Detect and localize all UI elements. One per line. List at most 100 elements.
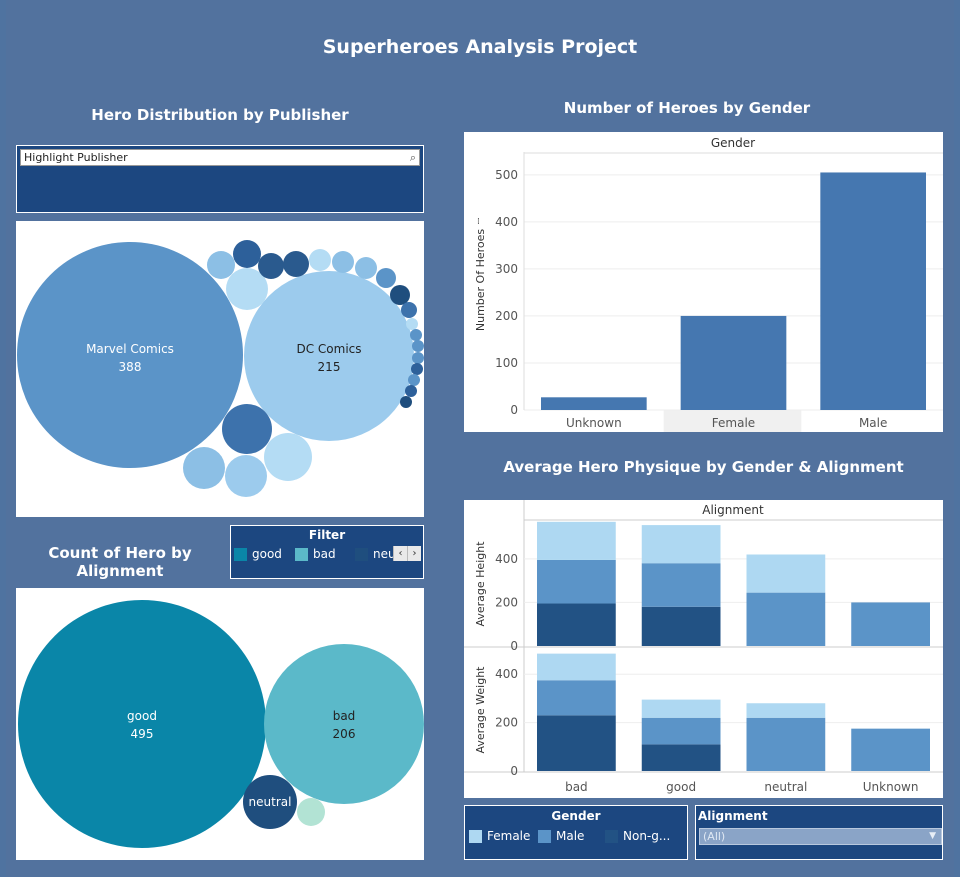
bubble-publisher-small[interactable] [412, 340, 424, 352]
bubble-publisher-small[interactable] [412, 352, 424, 364]
bar-male[interactable] [820, 172, 926, 410]
highlighted-category-band [663, 410, 802, 432]
bubble-publisher-small[interactable] [355, 257, 377, 279]
physique-chart-panel: Alignment Average Height Average Weight … [464, 500, 943, 798]
physique-section-title: Average Hero Physique by Gender & Alignm… [503, 458, 904, 476]
stack-segment[interactable] [537, 715, 616, 771]
bubble-publisher-small[interactable] [183, 447, 225, 489]
bubble-neutral[interactable] [243, 775, 297, 829]
x-tick-label: bad [565, 780, 588, 794]
gender-chart-header: Gender [711, 136, 755, 150]
stack-segment[interactable] [537, 559, 616, 604]
x-tick-label: neutral [764, 780, 807, 794]
x-tick-label: Unknown [566, 416, 622, 430]
alignment-bubble-panel: good 495 bad 206 neutral [16, 588, 424, 860]
bubble-dc-comics[interactable] [244, 271, 414, 441]
bubble-publisher-small[interactable] [376, 268, 396, 288]
stack-segment[interactable] [851, 728, 930, 771]
bubble-publisher-small[interactable] [406, 318, 418, 330]
chevron-right-icon[interactable]: › [407, 546, 421, 561]
bubble-publisher-small[interactable] [207, 251, 235, 279]
bubble-publisher-small[interactable] [264, 433, 312, 481]
highlight-publisher-input[interactable]: Highlight Publisher ⌕ [20, 149, 420, 166]
stack-segment[interactable] [851, 602, 930, 646]
bar-female[interactable] [680, 315, 787, 410]
neutral-swatch [355, 548, 368, 561]
filter-legend-title: Filter [308, 528, 346, 542]
legend-item-non-gender[interactable]: Non-g... [605, 829, 670, 843]
y-tick-label: 100 [495, 356, 518, 370]
bubble-value-marvel: 388 [119, 360, 142, 374]
bubble-value-good: 495 [131, 727, 154, 741]
legend-item-male[interactable]: Male [538, 829, 584, 843]
bubble-publisher-small[interactable] [258, 253, 284, 279]
sort-icon[interactable]: ⁞ [477, 217, 480, 227]
stack-segment[interactable] [641, 744, 721, 771]
stack-segment[interactable] [746, 717, 826, 771]
height-y-axis-label: Average Height [474, 541, 487, 627]
bubble-label-neutral: neutral [249, 795, 292, 809]
gender-chart-panel: Gender Number Of Heroes ⁞ 0 100 200 300 400 5… [464, 132, 943, 432]
y-tick-label: 200 [495, 595, 518, 609]
bubble-label-marvel: Marvel Comics [86, 342, 174, 356]
y-tick-label: 200 [495, 716, 518, 730]
filter-item-label: bad [313, 547, 336, 561]
stack-segment[interactable] [746, 592, 826, 646]
bubble-publisher-small[interactable] [410, 329, 422, 341]
alignment-select[interactable]: (All) ▼ [699, 828, 942, 845]
x-tick-label: Unknown [863, 780, 919, 794]
bubble-bad[interactable] [264, 644, 424, 804]
stack-segment[interactable] [537, 521, 616, 560]
stack-segment[interactable] [746, 703, 826, 718]
search-icon[interactable]: ⌕ [409, 151, 416, 164]
good-swatch [234, 548, 247, 561]
stack-segment[interactable] [641, 717, 721, 745]
stack-segment[interactable] [641, 525, 721, 564]
bubble-publisher-small[interactable] [408, 374, 420, 386]
publisher-section-title: Hero Distribution by Publisher [91, 106, 349, 124]
gender-legend-title: Gender [551, 809, 601, 823]
bubble-label-good: good [127, 709, 157, 723]
filter-item-good[interactable]: good [234, 547, 282, 561]
bubble-publisher-small[interactable] [309, 249, 331, 271]
bubble-publisher-small[interactable] [390, 285, 410, 305]
y-tick-label: 200 [495, 309, 518, 323]
bubble-alignment-small[interactable] [297, 798, 325, 826]
alignment-select-value: (All) [703, 830, 726, 843]
bubble-label-dc: DC Comics [296, 342, 361, 356]
publisher-bubble-chart: Marvel Comics 388 DC Comics 215 [17, 240, 424, 497]
stack-segment[interactable] [537, 680, 616, 716]
x-tick-label: Female [712, 416, 755, 430]
bubble-value-dc: 215 [318, 360, 341, 374]
bubble-publisher-small[interactable] [405, 385, 417, 397]
bubble-publisher-small[interactable] [233, 240, 261, 268]
stack-segment[interactable] [641, 563, 721, 607]
bubble-publisher-small[interactable] [225, 455, 267, 497]
stack-segment[interactable] [641, 606, 721, 646]
stack-segment[interactable] [537, 653, 616, 681]
chevron-left-icon[interactable]: ‹ [393, 546, 407, 561]
x-tick-label: Male [859, 416, 887, 430]
bubble-publisher-small[interactable] [401, 302, 417, 318]
legend-item-female[interactable]: Female [469, 829, 530, 843]
bubble-publisher-small[interactable] [411, 363, 423, 375]
bubble-publisher-small[interactable] [226, 268, 268, 310]
stack-segment[interactable] [641, 699, 721, 718]
stack-segment[interactable] [746, 554, 826, 593]
male-swatch [538, 830, 551, 843]
filter-item-bad[interactable]: bad [295, 547, 336, 561]
bubble-good[interactable] [18, 600, 266, 848]
bubble-marvel-comics[interactable] [17, 242, 243, 468]
bar-unknown[interactable] [541, 397, 647, 410]
bubble-publisher-small[interactable] [222, 404, 272, 454]
filter-item-label: neu [373, 547, 396, 561]
filter-item-neutral[interactable]: neu [355, 547, 396, 561]
legend-item-label: Male [556, 829, 585, 843]
stack-segment[interactable] [537, 603, 616, 646]
y-tick-label: 0 [510, 764, 518, 778]
gender-section-title: Number of Heroes by Gender [563, 99, 811, 117]
alignment-bubble-chart: good 495 bad 206 neutral [18, 600, 424, 848]
bubble-publisher-small[interactable] [400, 396, 412, 408]
bubble-publisher-small[interactable] [332, 251, 354, 273]
bubble-publisher-small[interactable] [283, 251, 309, 277]
